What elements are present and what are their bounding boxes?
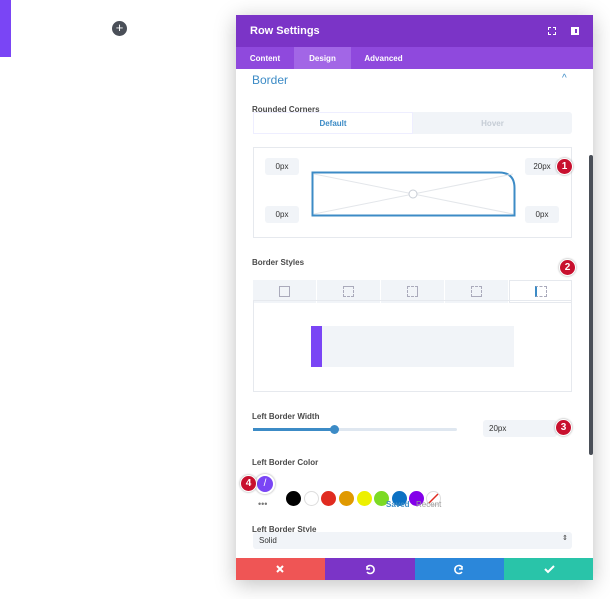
annotation-badge: 3 (555, 419, 572, 436)
row-edge (0, 0, 11, 57)
more-button[interactable]: ••• (258, 499, 268, 509)
swatch[interactable] (304, 491, 319, 506)
corner-input[interactable]: 0px (265, 206, 299, 223)
label: Left Border Color (252, 458, 319, 467)
swatch[interactable] (321, 491, 336, 506)
annotation-badge: 2 (559, 259, 576, 276)
swatch[interactable] (357, 491, 372, 506)
modal-header: Row Settings (236, 15, 593, 47)
swatch[interactable] (392, 491, 407, 506)
field-label: Border Styles (252, 252, 304, 270)
palette-tab[interactable]: Recent (416, 500, 442, 509)
tab[interactable]: Advanced (364, 53, 403, 63)
label: Rounded Corners (252, 105, 320, 114)
modal-title: Row Settings (250, 25, 320, 37)
swatch[interactable] (339, 491, 354, 506)
corner-input[interactable]: 0px (265, 158, 299, 175)
style-left[interactable] (509, 280, 572, 303)
corner-input[interactable]: 0px (525, 206, 559, 223)
tab[interactable]: Content (249, 53, 281, 63)
swatch[interactable] (409, 491, 424, 506)
mode-toggle: Default Hover (253, 112, 572, 134)
sidebar-icon[interactable] (571, 27, 579, 35)
style-all[interactable] (253, 280, 316, 303)
field-label: Left Border Width (252, 406, 319, 424)
corner-preview (311, 171, 516, 217)
style-right[interactable] (381, 280, 444, 303)
mode-hover[interactable]: Hover (481, 118, 504, 128)
swatch-none[interactable] (426, 491, 441, 506)
section-title[interactable]: Border (252, 73, 289, 87)
style-bottom[interactable] (445, 280, 508, 303)
scrollbar[interactable] (589, 155, 593, 455)
slider-fill (253, 428, 335, 431)
label: Left Border Width (252, 412, 320, 421)
border-preview-box (253, 300, 572, 392)
tab-bar: Content Design Advanced (236, 47, 593, 69)
field-label: Rounded Corners (252, 99, 320, 117)
label: Left Border Style (252, 525, 317, 534)
swatch[interactable] (286, 491, 301, 506)
add-button[interactable]: + (112, 21, 127, 36)
annotation-badge: 4 (240, 475, 257, 492)
color-picker[interactable]: / (255, 474, 275, 494)
corner-input[interactable]: 20px (525, 158, 559, 175)
collapse-icon[interactable]: ^ (562, 73, 567, 84)
width-input[interactable]: 20px (483, 420, 557, 437)
field-label: Left Border Color (252, 452, 318, 470)
corners-box: 0px 20px 0px 0px (253, 147, 572, 238)
style-select[interactable]: Solid (253, 532, 572, 549)
border-preview (311, 326, 514, 367)
slider-track[interactable] (253, 428, 457, 431)
slider-knob[interactable] (330, 425, 339, 434)
select-arrows: ⇕ (562, 535, 568, 542)
fullscreen-icon[interactable] (548, 27, 556, 35)
label: Border Styles (252, 258, 305, 267)
modal-footer (236, 558, 593, 580)
style-top[interactable] (317, 280, 380, 303)
palette-tab[interactable]: Saved (386, 500, 410, 509)
mode-default[interactable]: Default (253, 112, 413, 134)
field-label: Left Border Style (252, 519, 316, 537)
swatch[interactable] (374, 491, 389, 506)
tab-active[interactable]: Design (294, 47, 351, 69)
annotation-badge: 1 (556, 158, 573, 175)
modal: Row Settings Content Design Advanced Bor… (236, 15, 593, 580)
